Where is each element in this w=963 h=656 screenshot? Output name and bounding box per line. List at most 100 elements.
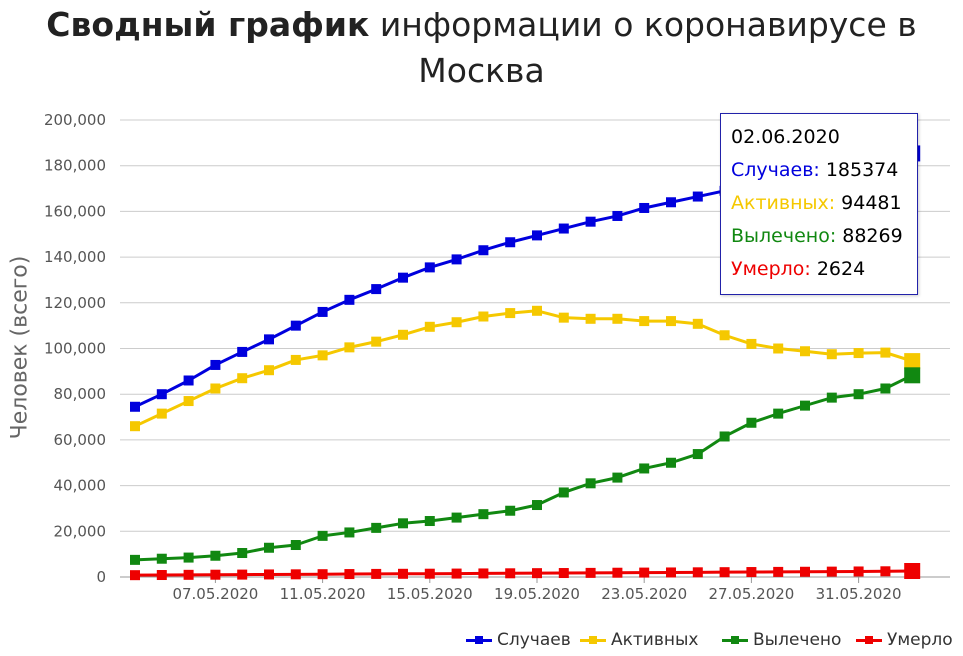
series-recovered xyxy=(130,367,921,565)
legend-item-recovered[interactable]: Вылечено xyxy=(722,630,841,650)
data-point-cases xyxy=(558,223,569,234)
series-line-recovered xyxy=(134,373,913,562)
data-point-cases xyxy=(505,237,516,248)
tooltip-date: 02.06.2020 xyxy=(731,126,840,148)
y-tick-label: 40,000 xyxy=(54,477,107,495)
data-point-active xyxy=(773,343,784,354)
data-point-deaths xyxy=(317,569,328,580)
data-point-cases xyxy=(612,210,623,221)
data-point-recovered xyxy=(237,548,248,559)
data-point-recovered xyxy=(692,449,703,460)
data-point-recovered xyxy=(371,522,382,533)
data-point-recovered xyxy=(317,530,328,541)
legend-label-deaths: Умерло xyxy=(887,630,953,650)
data-point-active xyxy=(451,317,462,328)
data-point-deaths xyxy=(264,569,274,580)
y-tick-label: 0 xyxy=(96,568,106,586)
x-tick-label: 07.05.2020 xyxy=(172,585,258,603)
data-point-cases xyxy=(478,245,489,256)
x-tick-label: 31.05.2020 xyxy=(816,585,902,603)
data-point-deaths xyxy=(904,563,921,580)
data-point-deaths xyxy=(773,566,784,577)
data-point-active xyxy=(692,318,703,329)
data-point-recovered xyxy=(585,478,596,489)
data-point-active xyxy=(317,350,328,361)
legend-label-recovered: Вылечено xyxy=(753,630,842,650)
data-point-active xyxy=(746,338,757,349)
data-point-recovered xyxy=(424,516,435,527)
data-point-deaths xyxy=(130,570,140,581)
data-point-deaths xyxy=(183,569,194,580)
data-point-deaths xyxy=(612,567,623,578)
legend-item-deaths[interactable]: Умерло xyxy=(856,630,953,650)
tooltip-label-recovered: Вылечено: xyxy=(731,225,837,247)
data-point-active xyxy=(826,349,837,360)
data-point-cases xyxy=(344,294,355,305)
x-tick-label: 27.05.2020 xyxy=(708,585,794,603)
tooltip-row-recovered: Вылечено: 88269 xyxy=(731,225,903,247)
data-point-cases xyxy=(210,359,221,370)
y-tick-label: 200,000 xyxy=(44,111,106,129)
x-tick-label: 11.05.2020 xyxy=(280,585,366,603)
data-point-active xyxy=(130,421,140,432)
x-tick-label: 19.05.2020 xyxy=(494,585,580,603)
data-point-active xyxy=(719,330,730,341)
tooltip-label-cases: Случаев: xyxy=(731,159,820,181)
chart-legend: Случаев Активных Вылечено Умерло xyxy=(466,630,963,656)
x-axis-ticks: 07.05.2020 11.05.2020 15.05.2020 19.05.2020… xyxy=(172,577,902,603)
data-point-deaths xyxy=(746,567,757,578)
series-line-deaths xyxy=(134,569,913,577)
data-point-deaths xyxy=(639,567,650,578)
data-point-deaths xyxy=(451,568,462,579)
tooltip-value-deaths: 2624 xyxy=(816,258,866,280)
data-point-deaths xyxy=(478,568,489,579)
grid-lines xyxy=(120,119,950,578)
data-point-cases xyxy=(290,320,301,331)
y-tick-label: 20,000 xyxy=(54,522,107,540)
data-point-active xyxy=(424,321,435,332)
data-point-recovered xyxy=(800,400,810,411)
data-point-recovered xyxy=(290,540,301,551)
data-point-cases xyxy=(398,272,408,283)
legend-item-active[interactable]: Активных xyxy=(580,630,698,650)
data-point-active xyxy=(880,347,891,358)
data-point-deaths xyxy=(666,567,676,578)
y-tick-label: 140,000 xyxy=(44,248,106,266)
y-tick-label: 120,000 xyxy=(44,294,106,312)
data-point-recovered xyxy=(904,367,921,384)
data-point-cases xyxy=(237,346,248,357)
data-point-recovered xyxy=(746,417,757,428)
data-point-recovered xyxy=(130,554,140,565)
data-point-active xyxy=(264,365,274,376)
data-point-cases xyxy=(639,202,650,213)
data-point-active xyxy=(558,312,569,323)
data-point-recovered xyxy=(880,383,891,394)
chart-title: Сводный график информации о коронавирусе… xyxy=(0,2,963,94)
data-point-recovered xyxy=(344,527,355,538)
data-point-recovered xyxy=(398,518,408,529)
tooltip-value-active: 94481 xyxy=(841,192,902,214)
tooltip-label-active: Активных: xyxy=(731,192,836,214)
data-point-deaths xyxy=(290,569,301,580)
tooltip-row-active: Активных: 94481 xyxy=(731,192,902,214)
data-point-cases xyxy=(371,284,382,295)
tooltip-row-cases: Случаев: 185374 xyxy=(731,159,898,181)
legend-marker-cases xyxy=(466,635,492,644)
data-point-cases xyxy=(156,389,167,400)
data-point-recovered xyxy=(639,463,650,474)
data-point-active xyxy=(639,316,650,327)
data-point-active xyxy=(371,336,382,347)
chart-title-rest: информации о коронавирусе в Москва xyxy=(369,5,917,90)
data-point-deaths xyxy=(800,566,810,577)
legend-label-cases: Случаев xyxy=(497,630,571,650)
tooltip-label-deaths: Умерло: xyxy=(731,258,811,280)
data-point-cases xyxy=(692,191,703,202)
data-point-deaths xyxy=(505,568,516,579)
data-point-deaths xyxy=(344,569,355,580)
data-point-recovered xyxy=(558,487,569,498)
data-point-recovered xyxy=(773,408,784,419)
data-point-recovered xyxy=(826,392,837,403)
data-point-active xyxy=(210,383,221,394)
legend-item-cases[interactable]: Случаев xyxy=(466,630,571,650)
